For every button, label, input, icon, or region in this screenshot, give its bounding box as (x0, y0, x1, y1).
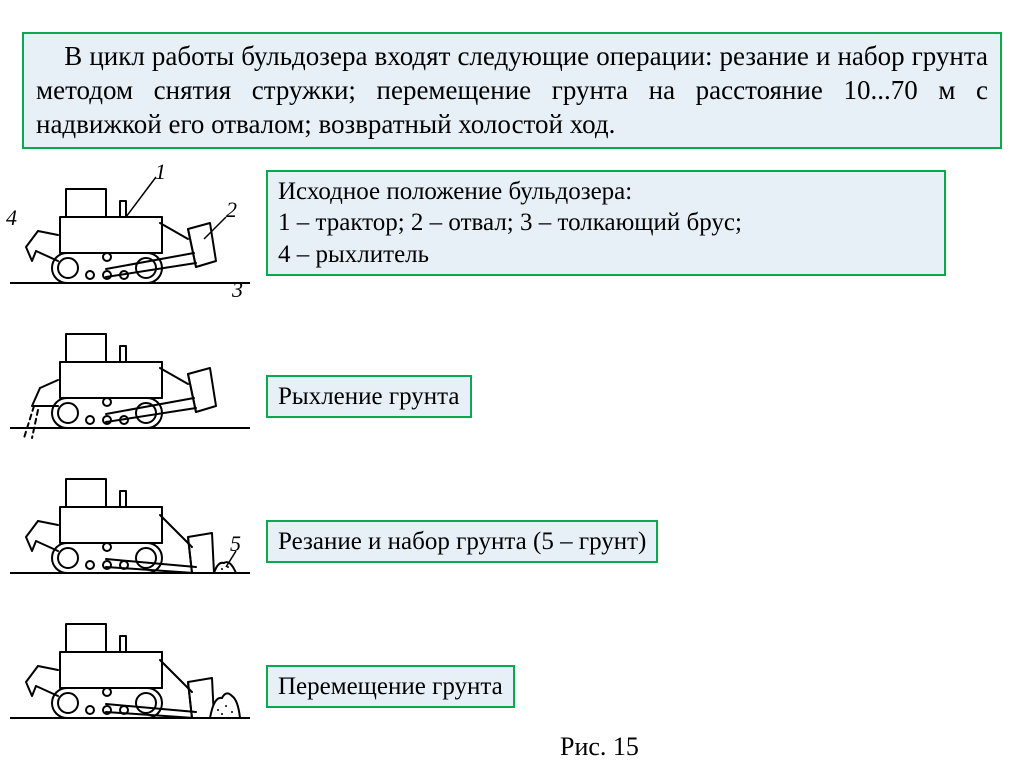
step4-box: Перемещение грунта (266, 665, 515, 708)
figure-caption: Рис. 15 (560, 732, 639, 762)
step3-text: Резание и набор грунта (5 – грунт) (278, 528, 646, 555)
step2-text: Рыхление грунта (278, 383, 460, 410)
bulldozer-diagram-row-3 (10, 455, 250, 600)
step3-box: Резание и набор грунта (5 – грунт) (266, 520, 658, 563)
bulldozer-diagram-row-2 (10, 310, 250, 455)
legend-line3: 4 – рыхлитель (278, 239, 934, 270)
legend-line2: 1 – трактор; 2 – отвал; 3 – толкающий бр… (278, 207, 934, 238)
annotation-n3: 3 (232, 277, 243, 303)
main-text: В цикл работы бульдозера входят следующи… (36, 41, 988, 139)
bulldozer-diagram-row-4 (10, 600, 250, 745)
main-description-box: В цикл работы бульдозера входят следующи… (22, 32, 1002, 149)
step2-box: Рыхление грунта (266, 375, 472, 418)
step4-text: Перемещение грунта (278, 673, 503, 700)
legend-line1: Исходное положение бульдозера: (278, 176, 934, 207)
legend-box: Исходное положение бульдозера:1 – тракто… (266, 170, 946, 276)
annotation-n4: 4 (6, 205, 17, 231)
